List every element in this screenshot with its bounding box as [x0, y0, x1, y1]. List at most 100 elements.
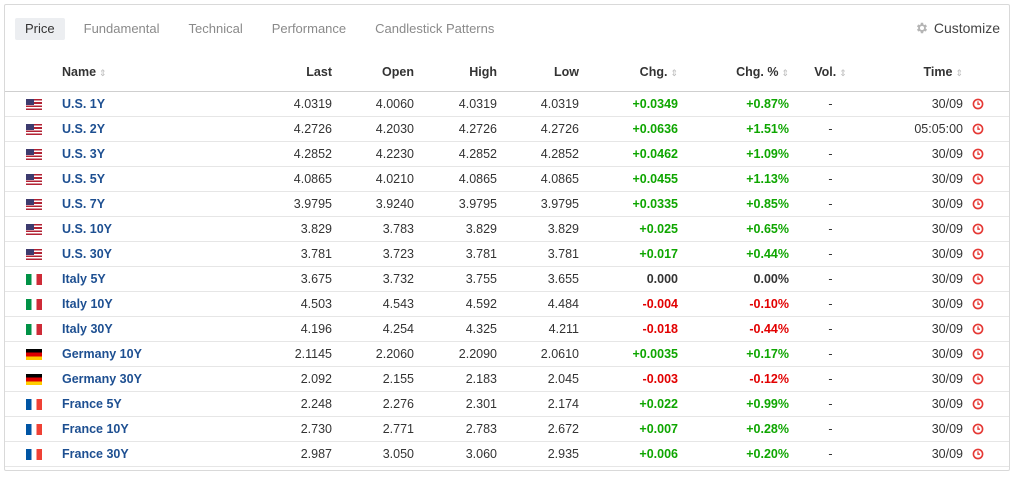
bond-name-link[interactable]: Italy 30Y [62, 321, 113, 336]
clock-cell [965, 241, 1009, 267]
name-cell: Italy 10Y [62, 291, 240, 317]
clock-cell [965, 266, 1009, 292]
table-row[interactable]: U.S. 1Y 4.0319 4.0060 4.0319 4.0319 +0.0… [5, 91, 1009, 117]
flag-cell [5, 316, 62, 342]
table-row[interactable]: France 30Y 2.987 3.050 3.060 2.935 +0.00… [5, 441, 1009, 467]
last-cell: 4.2852 [240, 141, 340, 167]
bond-name-link[interactable]: France 5Y [62, 396, 122, 411]
bond-name-link[interactable]: U.S. 3Y [62, 146, 106, 161]
low-cell: 3.655 [505, 266, 587, 292]
tab-price[interactable]: Price [15, 18, 65, 40]
tab-fundamental[interactable]: Fundamental [83, 21, 160, 36]
bond-name-link[interactable]: Germany 10Y [62, 346, 142, 361]
open-cell: 2.155 [340, 366, 422, 392]
last-cell: 4.196 [240, 316, 340, 342]
table-row[interactable]: U.S. 5Y 4.0865 4.0210 4.0865 4.0865 +0.0… [5, 166, 1009, 192]
header-vol[interactable]: Vol. ⇕ [793, 53, 868, 92]
time-cell: 30/09 [868, 216, 965, 242]
header-chg-label: Chg. [639, 64, 668, 79]
time-cell: 30/09 [868, 166, 965, 192]
flag-cell [5, 291, 62, 317]
clock-cell [965, 441, 1009, 467]
time-cell: 30/09 [868, 366, 965, 392]
table-row[interactable]: Italy 5Y 3.675 3.732 3.755 3.655 0.000 0… [5, 266, 1009, 292]
clock-cell [965, 216, 1009, 242]
bonds-table-panel: Price Fundamental Technical Performance … [4, 4, 1010, 471]
table-row[interactable]: Italy 30Y 4.196 4.254 4.325 4.211 -0.018… [5, 316, 1009, 342]
customize-button[interactable]: Customize [915, 20, 1000, 36]
chg-pct-cell: +1.51% [684, 116, 793, 142]
table-row[interactable]: Germany 10Y 2.1145 2.2060 2.2090 2.0610 … [5, 341, 1009, 367]
bond-name-link[interactable]: U.S. 1Y [62, 96, 106, 111]
flag-icon-us [25, 98, 42, 110]
chg-cell: +0.0349 [587, 91, 684, 117]
table-row[interactable]: France 10Y 2.730 2.771 2.783 2.672 +0.00… [5, 416, 1009, 442]
header-time[interactable]: Time ⇕ [868, 53, 965, 92]
last-cell: 4.0865 [240, 166, 340, 192]
bond-name-link[interactable]: U.S. 5Y [62, 171, 106, 186]
clock-icon [972, 423, 984, 435]
bond-name-link[interactable]: U.S. 7Y [62, 196, 106, 211]
last-cell: 4.0319 [240, 91, 340, 117]
header-chg[interactable]: Chg. ⇕ [587, 53, 684, 92]
header-flag [5, 53, 62, 92]
header-name[interactable]: Name ⇕ [62, 53, 240, 92]
high-cell: 4.2852 [422, 141, 505, 167]
bond-name-link[interactable]: France 30Y [62, 446, 129, 461]
chg-pct-cell: +0.17% [684, 341, 793, 367]
table-row[interactable]: U.S. 3Y 4.2852 4.2230 4.2852 4.2852 +0.0… [5, 141, 1009, 167]
time-cell: 30/09 [868, 341, 965, 367]
clock-icon [972, 198, 984, 210]
table-row[interactable]: Italy 10Y 4.503 4.543 4.592 4.484 -0.004… [5, 291, 1009, 317]
bond-name-link[interactable]: U.S. 30Y [62, 246, 113, 261]
flag-cell [5, 91, 62, 117]
tab-technical[interactable]: Technical [188, 21, 243, 36]
last-cell: 2.730 [240, 416, 340, 442]
flag-icon-us [25, 248, 42, 260]
flag-cell [5, 191, 62, 217]
table-row[interactable]: U.S. 7Y 3.9795 3.9240 3.9795 3.9795 +0.0… [5, 191, 1009, 217]
tab-candlestick-patterns[interactable]: Candlestick Patterns [375, 21, 495, 36]
flag-icon-us [25, 148, 42, 160]
table-row[interactable]: Germany 30Y 2.092 2.155 2.183 2.045 -0.0… [5, 366, 1009, 392]
clock-cell [965, 166, 1009, 192]
bond-name-link[interactable]: U.S. 2Y [62, 121, 106, 136]
high-cell: 2.301 [422, 391, 505, 417]
table-row[interactable]: France 5Y 2.248 2.276 2.301 2.174 +0.022… [5, 391, 1009, 417]
header-vol-label: Vol. [814, 64, 837, 79]
bond-name-link[interactable]: Italy 10Y [62, 296, 113, 311]
last-cell: 3.675 [240, 266, 340, 292]
high-cell: 3.060 [422, 441, 505, 467]
name-cell: Germany 30Y [62, 366, 240, 392]
time-cell: 30/09 [868, 416, 965, 442]
table-row[interactable]: U.S. 2Y 4.2726 4.2030 4.2726 4.2726 +0.0… [5, 116, 1009, 142]
high-cell: 4.0865 [422, 166, 505, 192]
table-row[interactable]: U.S. 30Y 3.781 3.723 3.781 3.781 +0.017 … [5, 241, 1009, 267]
low-cell: 2.672 [505, 416, 587, 442]
low-cell: 4.2852 [505, 141, 587, 167]
flag-icon-us [25, 173, 42, 185]
flag-cell [5, 391, 62, 417]
table-row[interactable]: U.S. 10Y 3.829 3.783 3.829 3.829 +0.025 … [5, 216, 1009, 242]
last-cell: 2.092 [240, 366, 340, 392]
name-cell: U.S. 3Y [62, 141, 240, 167]
last-cell: 2.1145 [240, 341, 340, 367]
bond-name-link[interactable]: France 10Y [62, 421, 129, 436]
chg-cell: +0.0455 [587, 166, 684, 192]
open-cell: 3.732 [340, 266, 422, 292]
flag-cell [5, 241, 62, 267]
bond-name-link[interactable]: U.S. 10Y [62, 221, 113, 236]
bond-name-link[interactable]: Germany 30Y [62, 371, 142, 386]
high-cell: 2.2090 [422, 341, 505, 367]
low-cell: 4.0865 [505, 166, 587, 192]
chg-cell: +0.0335 [587, 191, 684, 217]
open-cell: 4.0210 [340, 166, 422, 192]
name-cell: Italy 5Y [62, 266, 240, 292]
name-cell: France 10Y [62, 416, 240, 442]
tab-performance[interactable]: Performance [271, 21, 347, 36]
bond-name-link[interactable]: Italy 5Y [62, 271, 106, 286]
chg-pct-cell: +0.28% [684, 416, 793, 442]
header-chg-pct[interactable]: Chg. % ⇕ [684, 53, 793, 92]
chg-cell: +0.0462 [587, 141, 684, 167]
last-cell: 3.829 [240, 216, 340, 242]
